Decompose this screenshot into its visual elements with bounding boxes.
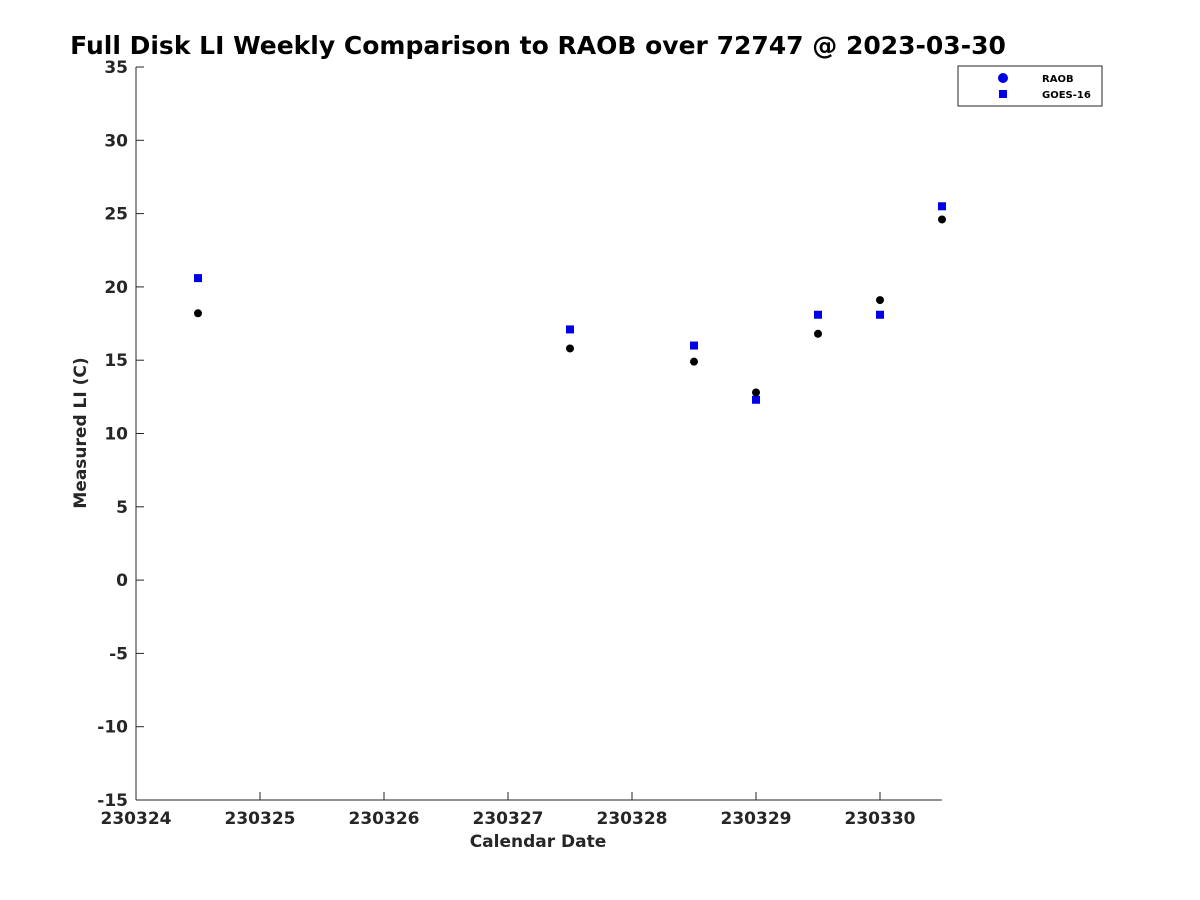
goes16-point: [566, 325, 574, 334]
y-ticks: -15 -10 -5 0 5 10 15 20 25 30 35: [97, 58, 144, 811]
y-tick-label: 5: [116, 498, 128, 518]
raob-point: [814, 329, 822, 338]
data-points: [194, 202, 946, 404]
y-tick-label: 0: [116, 571, 128, 591]
raob-point: [876, 296, 884, 305]
y-tick-label: 35: [104, 58, 128, 78]
x-tick-label: 230329: [721, 809, 792, 829]
y-tick-label: -10: [97, 718, 128, 738]
legend-marker-goes: [999, 90, 1007, 98]
x-tick-label: 230327: [473, 809, 544, 829]
y-tick-label: 10: [104, 425, 128, 445]
y-tick-label: 30: [104, 131, 128, 151]
y-tick-label: -5: [109, 644, 128, 664]
x-tick-label: 230326: [349, 809, 420, 829]
x-tick-label: 230325: [225, 809, 296, 829]
raob-point: [566, 344, 574, 353]
legend-label-raob: RAOB: [1042, 74, 1074, 85]
y-tick-label: 25: [104, 205, 128, 225]
x-tick-label: 230328: [597, 809, 668, 829]
y-tick-label: 20: [104, 278, 128, 298]
goes16-point: [814, 310, 822, 319]
goes16-point: [194, 274, 202, 283]
x-tick-label: 230330: [845, 809, 916, 829]
x-axis-label: Calendar Date: [470, 832, 607, 852]
x-tick-label: 230324: [101, 809, 172, 829]
legend-marker-raob: [998, 73, 1008, 83]
x-ticks: 230324 230325 230326 230327 230328 230329 2303…: [101, 792, 916, 829]
raob-point: [690, 357, 698, 366]
y-tick-label: 15: [104, 351, 128, 371]
y-axis-label: Measured LI (C): [71, 357, 91, 508]
y-tick-label: -15: [97, 791, 128, 811]
goes16-point: [938, 202, 946, 211]
legend-label-goes: GOES-16: [1042, 90, 1091, 101]
raob-point: [752, 388, 760, 397]
goes16-point: [690, 341, 698, 350]
raob-point: [938, 215, 946, 224]
goes16-point: [876, 310, 884, 319]
goes16-point: [752, 395, 760, 404]
chart-title: Full Disk LI Weekly Comparison to RAOB o…: [70, 31, 1006, 60]
raob-point: [194, 309, 202, 318]
legend-box: [957, 65, 1103, 107]
legend: RAOB GOES-16: [957, 65, 1103, 107]
